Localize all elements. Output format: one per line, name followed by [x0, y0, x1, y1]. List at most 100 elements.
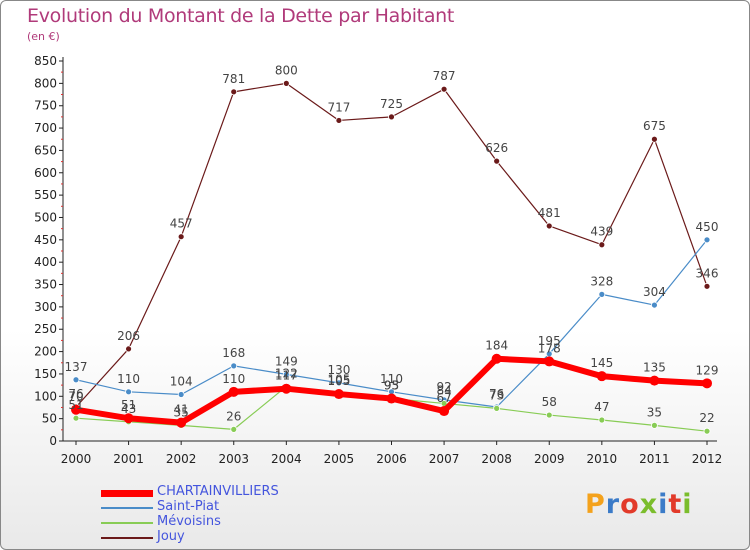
data-label: 130 — [327, 363, 350, 377]
data-point — [123, 413, 134, 424]
logo-letter: i — [682, 489, 693, 520]
data-point — [71, 404, 81, 415]
data-label: 26 — [226, 409, 241, 423]
data-label: 626 — [485, 141, 508, 155]
logo-letter: t — [668, 489, 683, 520]
data-label: 457 — [170, 217, 193, 231]
data-label: 717 — [327, 100, 350, 114]
data-point — [703, 282, 711, 290]
data-point — [388, 113, 395, 121]
data-label: 41 — [174, 403, 189, 417]
data-point — [72, 376, 80, 384]
data-point — [703, 427, 711, 435]
data-point — [282, 79, 290, 87]
data-point — [230, 88, 238, 96]
y-tick-label: 300 — [34, 300, 57, 314]
data-label: 110 — [222, 372, 245, 386]
y-tick-label: 200 — [34, 345, 57, 359]
data-label: 439 — [590, 225, 613, 239]
data-label: 76 — [489, 387, 504, 401]
data-point — [177, 233, 185, 241]
proxiti-logo: Proxiti — [585, 489, 693, 520]
x-tick-label: 2001 — [113, 452, 144, 466]
legend-swatch — [101, 522, 153, 524]
x-tick-label: 2009 — [534, 452, 565, 466]
data-label: 47 — [594, 400, 609, 414]
data-label: 76 — [68, 387, 83, 401]
data-label: 51 — [68, 398, 83, 412]
data-label: 92 — [436, 380, 451, 394]
y-tick-label: 150 — [34, 367, 57, 381]
data-point — [335, 117, 343, 124]
data-point — [72, 414, 80, 422]
data-label: 110 — [117, 372, 140, 386]
data-point — [598, 416, 606, 424]
data-point — [651, 135, 658, 143]
data-label: 35 — [647, 405, 662, 419]
data-point — [596, 371, 607, 382]
data-label: 105 — [327, 374, 350, 388]
x-tick-label: 2006 — [376, 452, 407, 466]
data-point — [439, 406, 450, 417]
data-point — [651, 421, 658, 429]
y-tick-label: 850 — [34, 54, 57, 68]
chart-subtitle: (en €) — [27, 30, 60, 43]
x-tick-label: 2012 — [692, 452, 723, 466]
x-tick-label: 2004 — [271, 452, 302, 466]
data-label: 787 — [433, 69, 456, 83]
data-label: 675 — [643, 119, 666, 133]
data-point — [702, 378, 712, 389]
data-label: 328 — [590, 274, 613, 288]
data-label: 110 — [380, 372, 403, 386]
legend-label: CHARTAINVILLIERS — [157, 484, 279, 499]
data-label: 206 — [117, 329, 140, 343]
data-label: 725 — [380, 97, 403, 111]
x-tick-label: 2008 — [481, 452, 512, 466]
legend-swatch — [101, 507, 153, 509]
data-label: 73 — [489, 388, 504, 402]
data-label: 481 — [538, 206, 561, 220]
data-point — [598, 290, 606, 298]
x-tick-label: 2003 — [218, 452, 249, 466]
y-tick-label: 350 — [34, 278, 57, 292]
y-tick-label: 450 — [34, 233, 57, 247]
data-label: 135 — [643, 361, 666, 375]
data-point — [333, 389, 344, 400]
data-label: 304 — [643, 285, 666, 299]
data-point — [335, 379, 343, 387]
data-label: 22 — [699, 411, 714, 425]
data-point — [386, 393, 397, 404]
logo-letter: i — [658, 489, 669, 520]
y-tick-label: 400 — [34, 255, 57, 269]
data-label: 122 — [275, 366, 298, 380]
legend-swatch — [101, 537, 153, 539]
data-label: 95 — [384, 379, 399, 393]
data-label: 35 — [174, 405, 189, 419]
data-point — [230, 425, 238, 433]
data-label: 450 — [696, 220, 719, 234]
data-label: 93 — [384, 379, 399, 393]
data-label: 178 — [538, 341, 561, 355]
data-point — [177, 391, 185, 398]
logo-letter: P — [585, 489, 606, 520]
data-label: 51 — [121, 398, 136, 412]
y-tick-label: 550 — [34, 188, 57, 202]
y-tick-label: 600 — [34, 166, 57, 180]
x-tick-label: 2010 — [587, 452, 618, 466]
data-label: 168 — [222, 346, 245, 360]
y-tick-label: 250 — [34, 322, 57, 336]
data-point — [545, 411, 553, 419]
data-point — [281, 383, 292, 394]
data-point — [545, 222, 553, 230]
data-point — [440, 85, 448, 93]
data-point — [651, 301, 658, 309]
y-tick-label: 700 — [34, 121, 57, 135]
legend-label: Mévoisins — [157, 514, 221, 529]
data-point — [282, 370, 290, 378]
logo-letter: r — [605, 489, 621, 520]
data-label: 67 — [436, 391, 451, 405]
data-point — [228, 386, 239, 397]
y-tick-label: 0 — [49, 434, 57, 448]
data-label: 137 — [65, 360, 88, 374]
